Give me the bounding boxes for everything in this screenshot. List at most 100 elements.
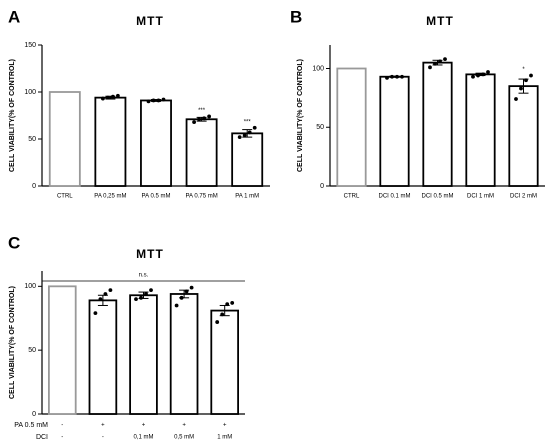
data-point xyxy=(197,117,202,122)
annotation: n.s. xyxy=(139,273,149,279)
bar xyxy=(185,118,218,187)
data-point xyxy=(101,96,105,101)
bar xyxy=(210,309,239,415)
data-point xyxy=(111,94,115,99)
data-point xyxy=(189,285,194,290)
data-point xyxy=(184,289,189,294)
data-point xyxy=(156,98,161,103)
bar xyxy=(48,285,77,415)
data-point xyxy=(438,59,442,64)
data-point xyxy=(242,133,247,138)
data-point xyxy=(433,61,437,66)
data-point xyxy=(161,97,166,102)
data-point xyxy=(149,288,153,293)
panel-label: A xyxy=(8,7,20,26)
data-point xyxy=(524,78,528,83)
bar xyxy=(129,294,158,415)
y-tick-label: 150 xyxy=(24,42,36,49)
bar xyxy=(422,61,453,187)
data-point xyxy=(390,74,394,79)
data-point xyxy=(471,74,475,79)
x-tick-label: PA 0,25 mM xyxy=(94,194,126,200)
y-tick-label: 100 xyxy=(312,65,324,72)
data-point xyxy=(139,295,143,300)
panel-label: B xyxy=(290,7,302,26)
data-point xyxy=(237,135,242,140)
table-cell: 0,5 mM xyxy=(174,435,194,441)
y-tick-label: 0 xyxy=(32,411,36,418)
y-tick-label: 0 xyxy=(320,183,324,190)
table-cell: 1 mM xyxy=(217,435,232,441)
data-point xyxy=(215,320,220,324)
data-point xyxy=(514,97,518,101)
y-axis-label: CELL VIABILITY(% OF CONTROL) xyxy=(9,286,16,399)
bar xyxy=(48,91,81,187)
data-point xyxy=(207,114,212,119)
bar xyxy=(336,67,367,187)
y-tick-label: 100 xyxy=(24,283,36,290)
bar xyxy=(140,99,172,187)
chart-title: MTT xyxy=(136,247,164,261)
y-tick-label: 50 xyxy=(316,124,324,131)
data-point xyxy=(519,86,523,91)
table-cell: + xyxy=(182,423,186,429)
x-tick-label: CTRL xyxy=(57,194,73,200)
bar xyxy=(169,293,199,415)
data-point xyxy=(252,125,257,130)
table-row-label: PA 0.5 mM xyxy=(14,422,48,429)
x-tick-label: DCI 0.1 mM xyxy=(378,194,410,200)
chart-title: MTT xyxy=(136,14,164,28)
table-cell: - xyxy=(61,435,63,441)
data-point xyxy=(481,72,485,77)
data-point xyxy=(134,297,138,301)
data-point xyxy=(529,73,533,78)
data-point xyxy=(93,311,98,316)
x-tick-label: DCI 2 mM xyxy=(510,194,537,200)
y-tick-label: 100 xyxy=(24,89,36,96)
annotation: *** xyxy=(244,119,252,125)
data-point xyxy=(174,303,179,308)
bar xyxy=(508,85,539,187)
annotation: *** xyxy=(198,108,206,114)
data-point xyxy=(144,292,148,296)
data-point xyxy=(106,95,110,100)
y-axis-label: CELL VIABILITY(% OF CONTROL) xyxy=(9,59,16,172)
table-cell: + xyxy=(142,423,146,429)
annotation: * xyxy=(522,67,525,73)
bar xyxy=(231,132,264,187)
x-tick-label: DCI 0.5 mM xyxy=(421,194,453,200)
table-cell: 0,1 mM xyxy=(133,435,153,441)
table-cell: + xyxy=(223,423,227,429)
data-point xyxy=(179,295,184,300)
data-point xyxy=(486,70,490,74)
data-point xyxy=(192,120,197,124)
bar xyxy=(94,96,127,187)
data-point xyxy=(151,98,156,103)
data-point xyxy=(225,302,230,307)
data-point xyxy=(146,99,151,104)
x-tick-label: PA 1 mM xyxy=(235,194,259,200)
x-tick-label: DCI 1 mM xyxy=(467,194,494,200)
data-point xyxy=(443,57,447,61)
bar xyxy=(88,299,118,415)
data-point xyxy=(476,73,480,78)
table-cell: - xyxy=(102,435,104,441)
table-cell: - xyxy=(61,423,63,429)
data-point xyxy=(428,65,432,70)
data-point xyxy=(385,76,389,80)
x-tick-label: PA 0.5 mM xyxy=(142,194,171,200)
y-tick-label: 50 xyxy=(28,136,36,143)
data-point xyxy=(220,312,225,317)
data-point xyxy=(116,93,120,98)
panel-label: C xyxy=(8,233,20,252)
data-point xyxy=(108,288,113,293)
y-tick-label: 50 xyxy=(28,347,36,354)
data-point xyxy=(395,74,399,79)
y-tick-label: 0 xyxy=(32,183,36,190)
data-point xyxy=(247,130,252,135)
data-point xyxy=(98,297,103,301)
table-row-label: DCI xyxy=(36,434,48,441)
data-point xyxy=(230,301,235,305)
data-point xyxy=(202,116,207,121)
